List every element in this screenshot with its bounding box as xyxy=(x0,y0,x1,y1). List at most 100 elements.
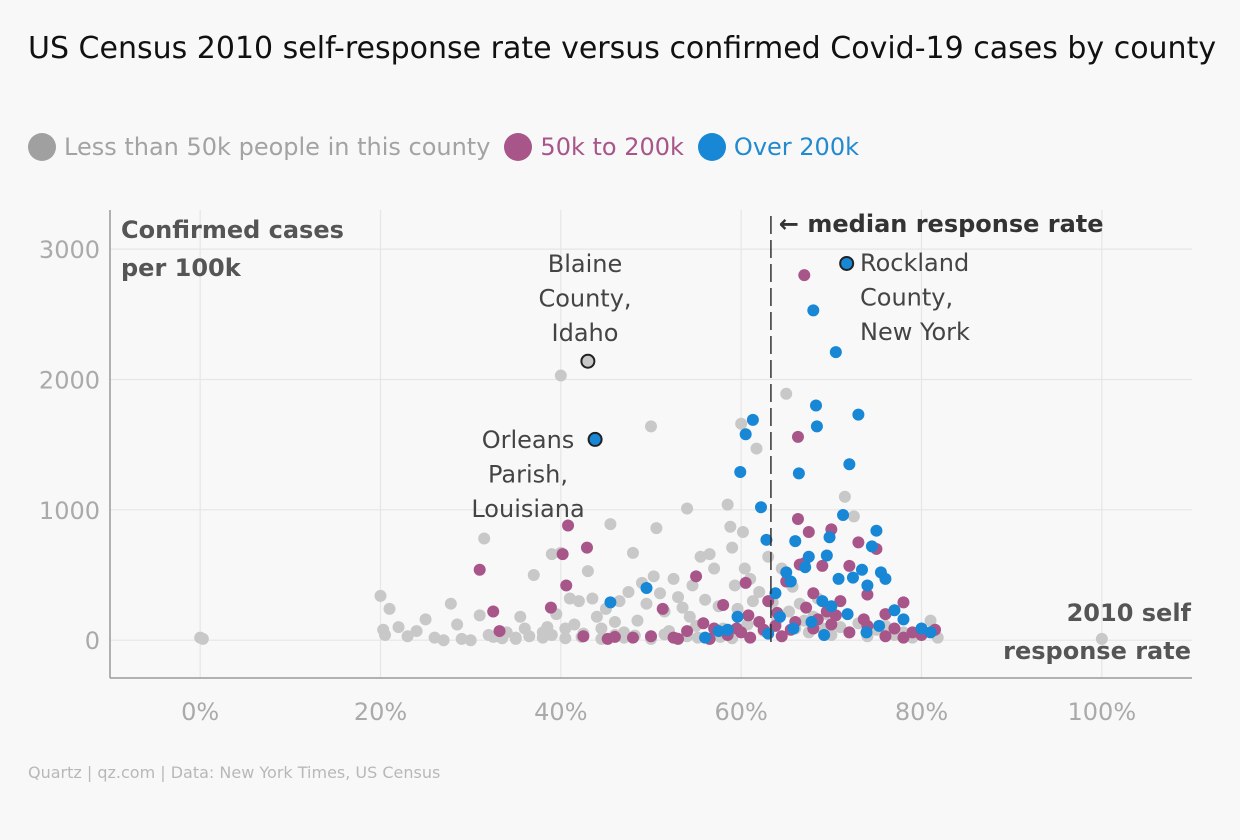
data-point-small xyxy=(753,585,766,598)
data-point-small xyxy=(681,502,694,515)
source-credit: Quartz | qz.com | Data: New York Times, … xyxy=(28,763,441,782)
data-point-large xyxy=(870,524,883,537)
data-point-large xyxy=(731,610,744,623)
data-point-large xyxy=(807,304,820,317)
data-point-large xyxy=(746,413,759,426)
data-point-small xyxy=(728,579,741,592)
data-point-large xyxy=(843,458,856,471)
data-point-medium xyxy=(800,601,813,614)
legend-dot-large xyxy=(697,133,726,161)
data-point-small xyxy=(746,595,759,608)
data-point-large xyxy=(773,610,786,623)
data-point-large xyxy=(787,622,800,635)
x-axis-title: 2010 self xyxy=(1067,599,1192,627)
data-point-medium xyxy=(681,625,694,638)
data-point-large xyxy=(739,428,752,441)
highlight-point xyxy=(587,431,603,447)
data-point-large xyxy=(879,572,892,585)
data-point-large xyxy=(924,626,937,639)
data-point-small xyxy=(536,631,549,644)
data-point-small xyxy=(455,632,468,645)
data-point-large xyxy=(755,501,768,514)
data-point-medium xyxy=(857,613,870,626)
data-point-small xyxy=(658,628,671,641)
annotation-label: Blaine xyxy=(548,250,622,278)
data-point-small xyxy=(595,622,608,635)
data-point-small xyxy=(683,610,696,623)
data-point-large xyxy=(825,600,838,613)
data-point-small xyxy=(762,550,775,563)
data-point-medium xyxy=(717,598,730,611)
data-point-medium xyxy=(656,602,669,615)
data-point-medium xyxy=(816,559,829,572)
legend-item-large: Over 200k xyxy=(697,131,859,163)
data-point-large xyxy=(846,571,859,584)
data-point-small xyxy=(559,622,572,635)
data-point-medium xyxy=(888,622,901,635)
series-large xyxy=(604,304,937,644)
data-point-large xyxy=(816,595,829,608)
data-point-medium xyxy=(562,519,575,532)
data-point-medium xyxy=(802,525,815,538)
data-point-large xyxy=(915,622,928,635)
data-point-large xyxy=(810,399,823,412)
data-point-small xyxy=(523,630,536,643)
data-point-small xyxy=(604,518,617,531)
data-point-small xyxy=(667,572,680,585)
annotation-label: Louisiana xyxy=(471,495,584,523)
data-point-small xyxy=(451,618,464,631)
data-point-small xyxy=(838,490,851,503)
y-axis-title: Confirmed cases xyxy=(121,216,344,244)
data-point-medium xyxy=(672,632,685,645)
data-point-medium xyxy=(560,579,573,592)
legend-dot-medium xyxy=(504,133,533,161)
data-point-large xyxy=(841,608,854,621)
data-point-small xyxy=(724,520,737,533)
data-point-medium xyxy=(690,570,703,583)
data-point-small xyxy=(694,550,707,563)
data-point-large xyxy=(780,566,793,579)
data-point-small xyxy=(617,631,630,644)
data-point-large xyxy=(897,613,910,626)
data-point-small xyxy=(672,591,685,604)
highlight-point xyxy=(839,255,855,271)
data-point-small xyxy=(735,417,748,430)
data-point-small xyxy=(650,522,663,535)
annotation-label: Idaho xyxy=(552,319,619,347)
data-point-medium xyxy=(626,631,639,644)
data-point-small xyxy=(374,589,387,602)
data-point-small xyxy=(581,565,594,578)
data-point-medium xyxy=(897,596,910,609)
data-point-large xyxy=(820,549,833,562)
data-point-large xyxy=(784,575,797,588)
chart-title: US Census 2010 self-response rate versus… xyxy=(28,31,1217,66)
data-point-small xyxy=(590,610,603,623)
data-point-small xyxy=(392,621,405,634)
data-point-medium xyxy=(829,609,842,622)
annotation-label: Rockland xyxy=(860,249,969,277)
x-tick-label: 60% xyxy=(714,698,767,726)
data-point-large xyxy=(712,625,725,638)
data-point-large xyxy=(762,627,775,640)
data-point-large xyxy=(837,509,850,522)
legend-item-medium: 50k to 200k xyxy=(504,131,684,163)
data-point-small xyxy=(703,548,716,561)
data-point-small xyxy=(410,625,423,638)
x-tick-label: 0% xyxy=(181,698,219,726)
data-point-large xyxy=(832,572,845,585)
data-point-large xyxy=(792,467,805,480)
x-tick-label: 40% xyxy=(534,698,587,726)
data-point-medium xyxy=(487,605,500,618)
series-small xyxy=(194,369,1108,647)
annotation-label: Orleans xyxy=(482,426,575,454)
data-point-medium xyxy=(843,559,856,572)
highlight-point xyxy=(580,353,596,369)
data-point-small xyxy=(699,593,712,606)
median-label: ← median response rate xyxy=(779,210,1104,238)
data-point-large xyxy=(789,535,802,548)
data-point-large xyxy=(810,420,823,433)
legend-label-medium: 50k to 200k xyxy=(540,133,684,161)
data-point-medium xyxy=(744,631,757,644)
data-point-small xyxy=(613,595,626,608)
data-point-large xyxy=(604,596,617,609)
